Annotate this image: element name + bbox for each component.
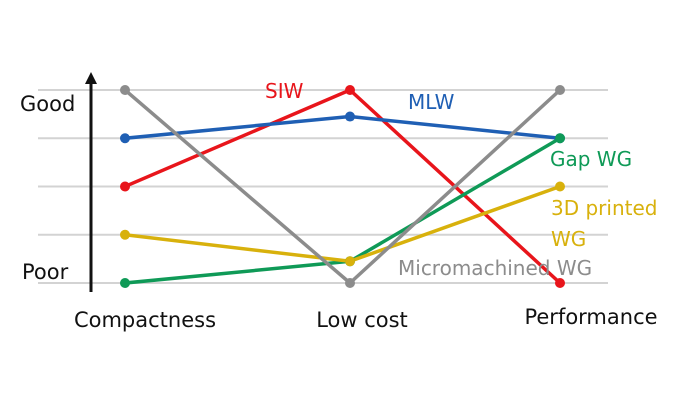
data-point-micromachined-wg-1: [345, 278, 355, 288]
data-point-gap-wg-2: [555, 133, 565, 144]
data-point-3d-printed-wg-1: [345, 256, 355, 267]
series-label-3d-printed-wg-line-1: WG: [551, 227, 586, 251]
series-label-siw: SIW: [265, 79, 304, 103]
data-point-3d-printed-wg-2: [555, 181, 565, 192]
series-label-3d-printed-wg-line-0: 3D printed: [551, 196, 657, 220]
data-point-mlw-0: [120, 133, 130, 144]
x-tick-label-low-cost: Low cost: [316, 308, 408, 332]
y-tick-label-poor: Poor: [22, 260, 69, 284]
series-label-mlw: MLW: [408, 90, 455, 114]
data-point-siw-0: [120, 181, 130, 192]
y-tick-label-good: Good: [20, 92, 75, 116]
data-point-siw-1: [345, 85, 355, 95]
y-axis-arrow: [85, 72, 97, 84]
x-tick-label-compactness: Compactness: [74, 308, 216, 332]
data-point-3d-printed-wg-0: [120, 229, 130, 240]
data-point-siw-2: [555, 278, 565, 288]
series-labels: SIW MLW Gap WG 3D printed WG Micromachined WG: [265, 79, 657, 280]
data-point-mlw-1: [345, 111, 355, 122]
data-point-micromachined-wg-2: [555, 85, 565, 95]
series-line-mlw: [124, 114, 561, 140]
data-point-gap-wg-0: [120, 278, 130, 288]
series-label-gap-wg: Gap WG: [550, 147, 632, 171]
series-label-micromachined-wg: Micromachined WG: [398, 256, 592, 280]
x-tick-label-performance: Performance: [524, 305, 657, 329]
series-points: [120, 85, 565, 288]
y-axis: [85, 72, 97, 292]
data-point-micromachined-wg-0: [120, 85, 130, 95]
